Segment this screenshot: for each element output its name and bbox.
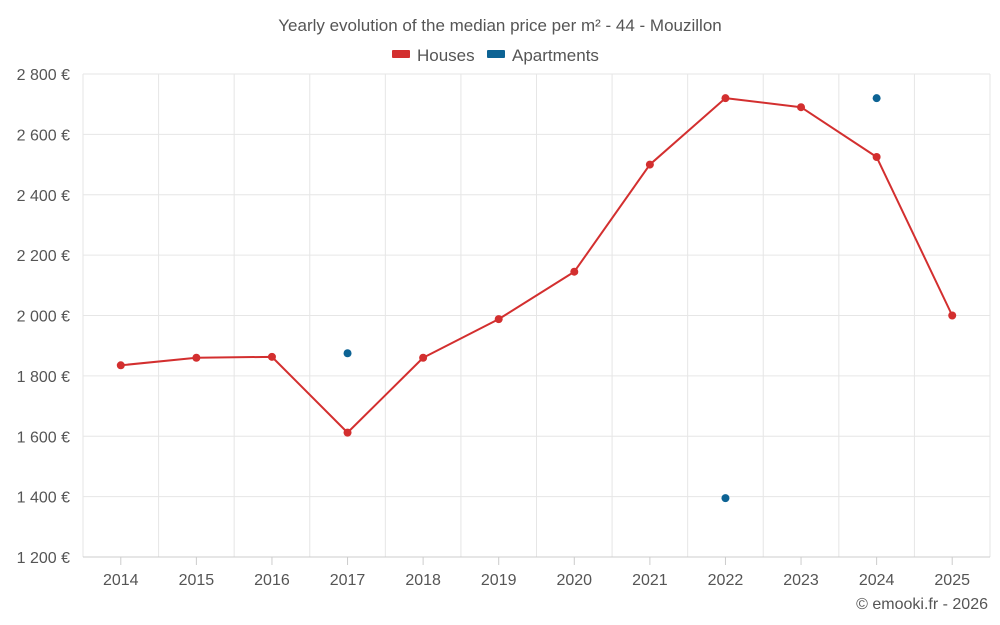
y-tick-label: 2 200 €	[17, 248, 70, 265]
houses-point-2020[interactable]	[570, 267, 579, 276]
x-tick-label-2017: 2017	[330, 572, 366, 589]
houses-point-2024[interactable]	[872, 153, 881, 162]
houses-point-2015[interactable]	[192, 353, 201, 362]
x-tick-label-2015: 2015	[179, 572, 215, 589]
legend-swatch-apartments	[487, 50, 505, 58]
x-tick-label-2016: 2016	[254, 572, 290, 589]
legend-swatch-houses	[392, 50, 410, 58]
series	[116, 94, 957, 503]
y-tick-label: 1 200 €	[17, 550, 70, 567]
x-tick-label-2023: 2023	[783, 572, 819, 589]
x-tick-label-2021: 2021	[632, 572, 668, 589]
y-tick-label: 1 600 €	[17, 429, 70, 446]
legend-label-houses: Houses	[417, 46, 475, 65]
x-tick-label-2020: 2020	[556, 572, 592, 589]
houses-line	[120, 97, 954, 434]
x-tick-label-2019: 2019	[481, 572, 517, 589]
grid	[82, 73, 991, 557]
y-tick-label: 2 600 €	[17, 127, 70, 144]
x-tick-label-2024: 2024	[859, 572, 895, 589]
houses-point-2019[interactable]	[494, 315, 503, 324]
legend-item-houses[interactable]: Houses	[392, 46, 475, 65]
chart-title: Yearly evolution of the median price per…	[278, 16, 721, 35]
houses-point-2016[interactable]	[267, 352, 276, 361]
apartments-point-2024[interactable]	[872, 94, 881, 103]
houses-point-2025[interactable]	[948, 311, 957, 320]
legend-label-apartments: Apartments	[512, 46, 599, 65]
x-tick-label-2018: 2018	[405, 572, 441, 589]
houses-point-2023[interactable]	[797, 103, 806, 112]
y-tick-label: 1 800 €	[17, 369, 70, 386]
legend-item-apartments[interactable]: Apartments	[487, 46, 599, 65]
y-tick-label: 2 800 €	[17, 67, 70, 84]
credit-text: © emooki.fr - 2026	[856, 596, 988, 613]
houses-point-2018[interactable]	[419, 353, 428, 362]
apartments-point-2017[interactable]	[343, 349, 352, 358]
houses-point-2022[interactable]	[721, 94, 730, 103]
y-tick-label: 2 400 €	[17, 188, 70, 205]
legend: Houses Apartments	[392, 46, 599, 65]
houses-point-2014[interactable]	[116, 361, 125, 370]
houses-point-2017[interactable]	[343, 428, 352, 437]
apartments-point-2022[interactable]	[721, 494, 730, 503]
y-tick-label: 1 400 €	[17, 490, 70, 507]
x-tick-label-2022: 2022	[708, 572, 744, 589]
x-tick-label-2014: 2014	[103, 572, 139, 589]
houses-point-2021[interactable]	[645, 160, 654, 169]
axes: 1 200 € 1 400 € 1 600 € 1 800 € 2 000 € 2 200…	[17, 67, 990, 589]
y-tick-label: 2 000 €	[17, 309, 70, 326]
x-tick-label-2025: 2025	[934, 572, 970, 589]
